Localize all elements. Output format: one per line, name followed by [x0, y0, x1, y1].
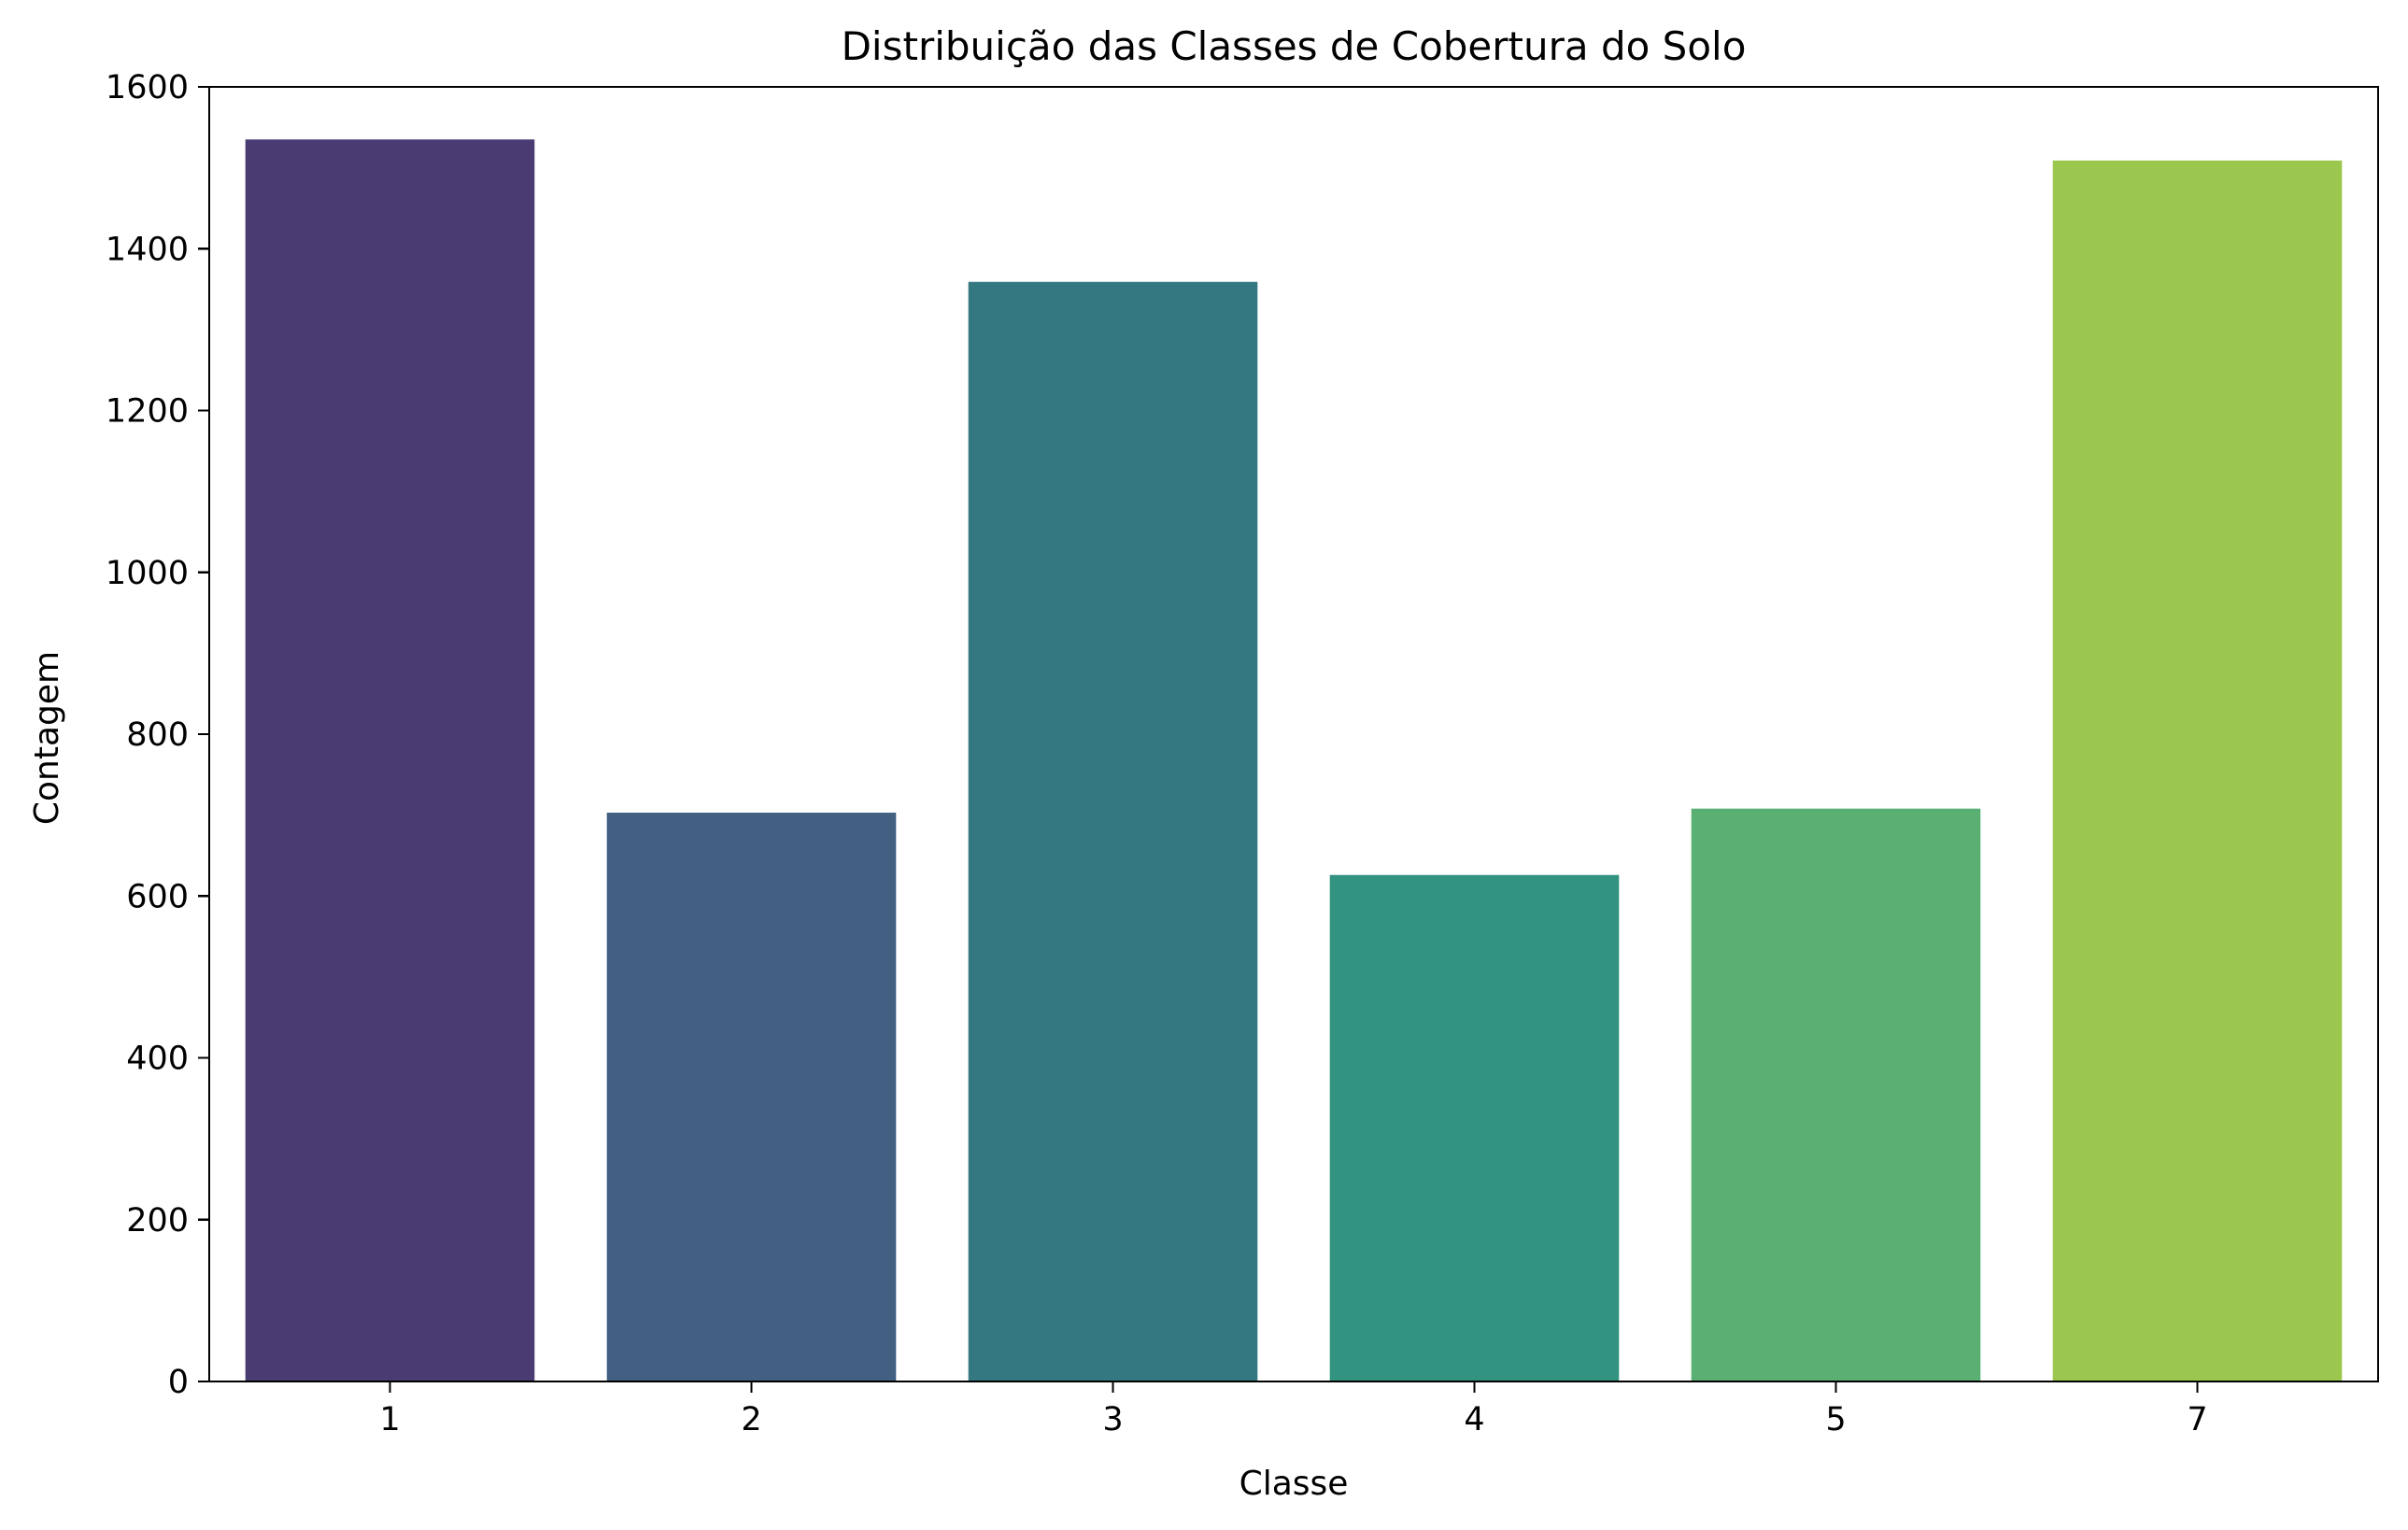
y-tick-label: 1200 — [106, 393, 189, 431]
bar-class-4 — [1329, 874, 1620, 1381]
x-tick-label: 2 — [741, 1401, 761, 1438]
bar-class-1 — [245, 139, 535, 1381]
y-tick-label: 1400 — [106, 231, 189, 268]
y-tick-label: 1000 — [106, 555, 189, 592]
chart-title: Distribuição das Classes de Cobertura do… — [842, 23, 1747, 69]
bar-class-5 — [1691, 808, 1981, 1381]
y-tick-label: 400 — [126, 1041, 189, 1078]
bars-group — [245, 139, 2343, 1382]
x-tick-label: 5 — [1825, 1401, 1846, 1438]
y-tick-label: 600 — [126, 878, 189, 915]
x-axis-title: Classe — [1239, 1465, 1349, 1503]
x-tick-label: 1 — [379, 1401, 400, 1438]
y-axis-ticks: 0 200 400 600 800 1000 1200 1400 1600 — [106, 69, 209, 1401]
x-axis-ticks: 1 2 3 4 5 7 — [379, 1381, 2208, 1438]
y-tick-label: 1600 — [106, 69, 189, 106]
y-tick-label: 800 — [126, 716, 189, 754]
x-tick-label: 4 — [1464, 1401, 1484, 1438]
bar-class-7 — [2052, 160, 2343, 1382]
y-tick-label: 200 — [126, 1202, 189, 1240]
bar-class-3 — [968, 281, 1258, 1381]
plot-frame — [207, 85, 2380, 1383]
y-axis-title: Contagem — [28, 651, 66, 825]
bar-class-2 — [606, 813, 897, 1381]
x-tick-label: 7 — [2187, 1401, 2207, 1438]
y-tick-label: 0 — [168, 1364, 189, 1401]
x-tick-label: 3 — [1102, 1401, 1123, 1438]
